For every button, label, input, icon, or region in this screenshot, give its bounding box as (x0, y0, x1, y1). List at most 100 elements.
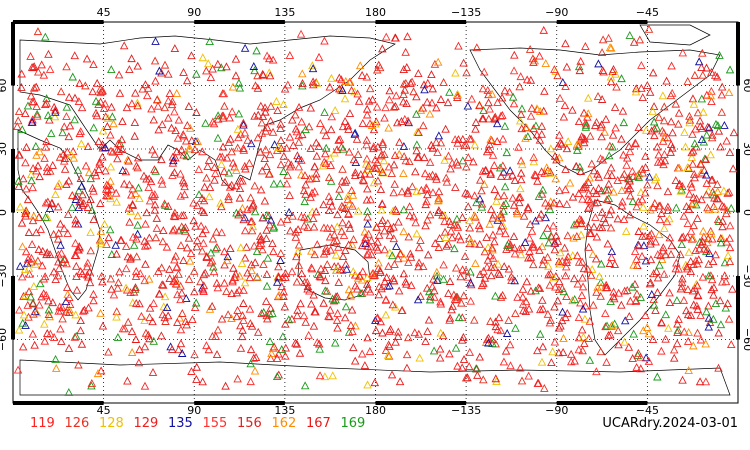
marker-triangle (652, 267, 661, 275)
marker-triangle (522, 75, 532, 84)
marker-triangle (711, 119, 721, 128)
marker-triangle (710, 70, 720, 79)
marker-triangle (239, 145, 249, 154)
marker-triangle (125, 180, 134, 189)
marker-triangle (124, 203, 134, 212)
marker-triangle (394, 217, 403, 226)
marker-triangle (673, 325, 683, 334)
marker-triangle (703, 122, 713, 131)
marker-triangle (545, 168, 554, 177)
marker-triangle (650, 175, 660, 184)
marker-triangle (54, 257, 63, 266)
marker-triangle (235, 193, 245, 202)
marker-triangle (276, 256, 285, 264)
marker-triangle (537, 357, 547, 366)
marker-triangle (625, 210, 634, 219)
marker-triangle (333, 309, 342, 317)
marker-triangle (96, 97, 105, 106)
marker-triangle (251, 353, 261, 361)
marker-triangle (260, 154, 269, 163)
marker-triangle (371, 326, 381, 335)
marker-triangle (601, 218, 610, 227)
marker-triangle (680, 128, 689, 136)
marker-triangle (637, 83, 646, 92)
marker-triangle (435, 344, 445, 353)
marker-triangle (385, 281, 394, 290)
marker-triangle (360, 361, 370, 369)
marker-triangle (239, 120, 248, 129)
marker-triangle (603, 170, 612, 179)
marker-triangle (327, 112, 337, 121)
marker-triangle (216, 198, 225, 207)
marker-triangle (291, 338, 300, 347)
lon-tick-label-top: −90 (545, 6, 568, 19)
marker-triangle (75, 243, 84, 252)
marker-triangle (696, 168, 706, 177)
marker-triangle (257, 166, 267, 175)
marker-triangle (722, 136, 731, 145)
marker-triangle (263, 253, 273, 262)
marker-triangle (560, 101, 570, 110)
marker-triangle (659, 269, 669, 278)
marker-triangle (656, 251, 665, 260)
marker-triangle (697, 94, 707, 103)
marker-triangle (493, 191, 503, 200)
marker-triangle (636, 352, 645, 361)
marker-triangle (573, 145, 582, 154)
marker-triangle (235, 83, 245, 92)
marker-triangle (650, 131, 659, 140)
marker-triangle (523, 204, 533, 213)
marker-triangle (72, 272, 81, 281)
marker-triangle (683, 264, 692, 273)
marker-triangle (465, 216, 474, 225)
marker-triangle (479, 266, 488, 275)
marker-triangle (366, 242, 375, 251)
marker-triangle (294, 131, 304, 140)
marker-triangle (640, 188, 650, 197)
marker-triangle (385, 342, 394, 350)
marker-triangle (165, 274, 174, 283)
marker-triangle (96, 239, 105, 248)
marker-triangle (703, 203, 712, 212)
marker-triangle (159, 280, 168, 289)
marker-triangle (713, 121, 723, 130)
marker-triangle (428, 282, 437, 291)
marker-triangle (364, 229, 373, 238)
marker-triangle (133, 229, 142, 238)
marker-triangle (350, 356, 360, 365)
marker-triangle (332, 315, 342, 324)
marker-triangle (307, 188, 317, 197)
marker-triangle (596, 154, 605, 163)
marker-triangle (655, 260, 664, 269)
marker-triangle (717, 201, 727, 210)
marker-triangle (192, 69, 201, 78)
marker-triangle (631, 84, 641, 93)
marker-triangle (608, 67, 617, 75)
marker-triangle (48, 161, 57, 169)
marker-triangle (173, 318, 182, 326)
marker-triangle (575, 66, 585, 75)
marker-triangle (376, 185, 386, 193)
marker-triangle (709, 290, 718, 299)
marker-triangle (501, 346, 511, 355)
marker-triangle (395, 137, 404, 146)
marker-triangle (89, 60, 98, 69)
marker-triangle (222, 287, 231, 295)
marker-triangle (634, 348, 643, 357)
marker-triangle (445, 313, 455, 322)
marker-triangle (358, 118, 368, 127)
marker-triangle (662, 76, 671, 85)
marker-triangle (562, 255, 572, 264)
marker-triangle (243, 268, 252, 277)
marker-triangle (725, 243, 735, 252)
marker-triangle (723, 251, 733, 260)
marker-triangle (217, 314, 227, 323)
marker-triangle (499, 206, 508, 215)
marker-triangle (695, 237, 705, 246)
marker-triangle (509, 99, 519, 108)
marker-triangle (247, 226, 257, 235)
marker-triangle (701, 155, 711, 163)
marker-triangle (490, 185, 499, 194)
marker-triangle (701, 377, 711, 386)
